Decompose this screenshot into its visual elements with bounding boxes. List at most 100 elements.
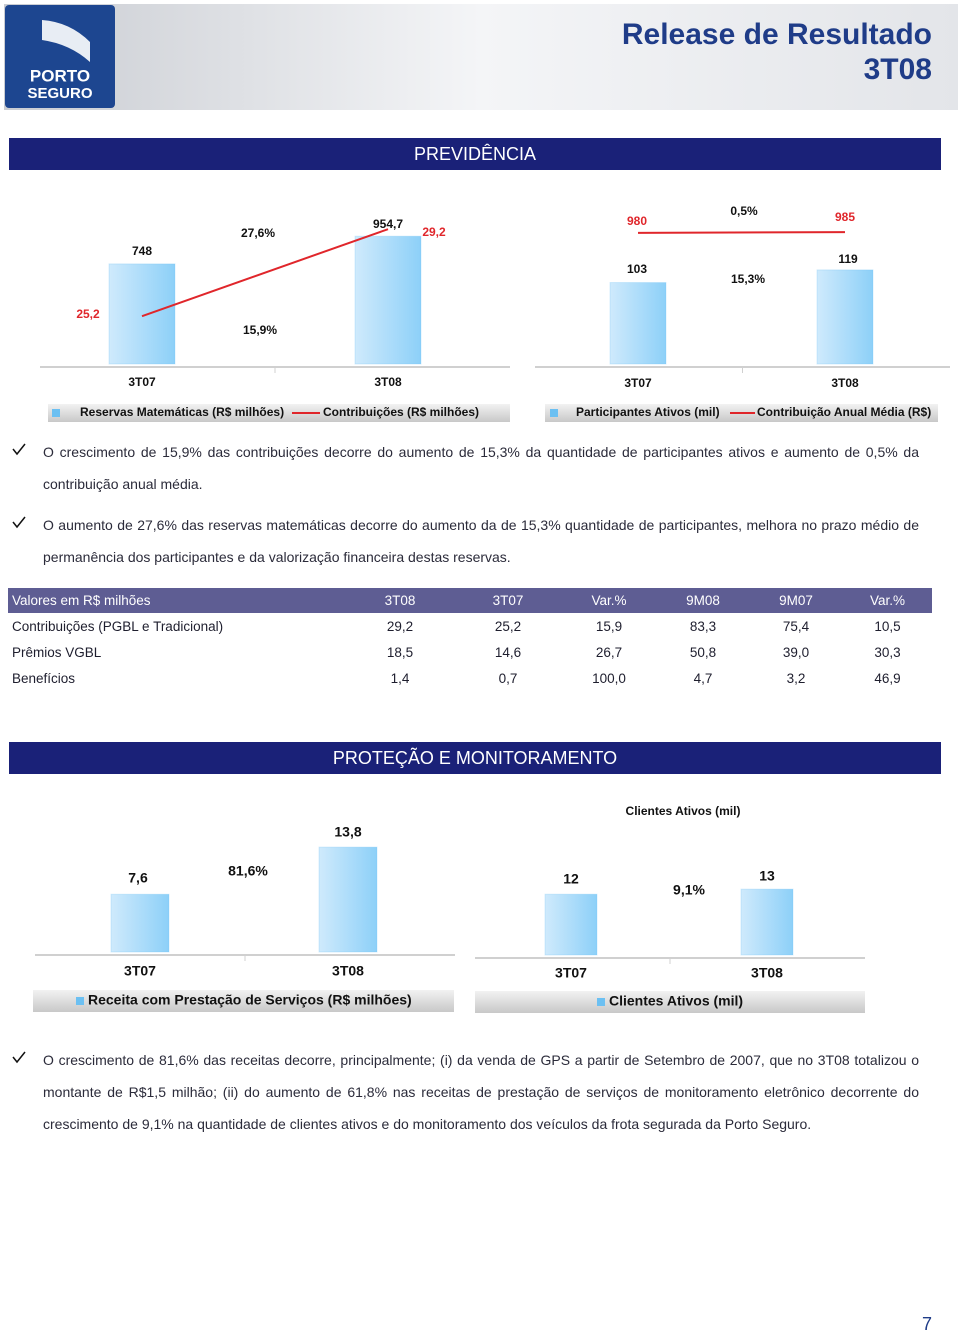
data-label: 0,5%	[730, 204, 758, 218]
bar	[544, 893, 598, 956]
check-icon	[12, 1051, 26, 1064]
line-series	[141, 228, 389, 318]
data-label: 13,8	[334, 824, 361, 840]
check-icon	[12, 443, 26, 456]
data-label: 81,6%	[228, 863, 268, 879]
bullet-text: O crescimento de 81,6% das receitas deco…	[43, 1052, 919, 1132]
x-tick-label: 3T08	[374, 375, 402, 389]
table-cell: 50,8	[689, 644, 717, 660]
x-tick-label: 3T07	[624, 376, 652, 390]
table-cell: Contribuições (PGBL e Tradicional)	[12, 618, 224, 634]
data-label: 27,6%	[241, 226, 275, 240]
table-cell: 29,2	[386, 618, 414, 634]
data-label: 119	[838, 252, 858, 266]
table-cell: 15,9	[595, 618, 623, 634]
header-band	[4, 4, 958, 110]
bullet-text: O aumento de 27,6% das reservas matemáti…	[43, 517, 919, 565]
table-cell: 1,4	[390, 670, 410, 686]
data-label: 15,9%	[243, 323, 277, 337]
legend-label: Receita com Prestação de Serviços (R$ mi…	[88, 992, 412, 1008]
legend-label: Contribuições (R$ milhões)	[323, 405, 479, 419]
x-tick-label: 3T07	[128, 375, 156, 389]
bar	[318, 846, 378, 953]
bullet-text: O crescimento de 15,9% das contribuições…	[43, 444, 919, 492]
title: 3T08	[863, 53, 932, 86]
logo-sail	[42, 20, 90, 62]
data-label: 29,2	[422, 225, 446, 239]
title: Release de Resultado	[621, 18, 932, 51]
legend-swatch	[76, 997, 84, 1005]
table-cell: 46,9	[874, 670, 901, 686]
data-label: 103	[627, 262, 647, 276]
table-cell: 26,7	[595, 644, 623, 660]
bar	[110, 893, 170, 953]
legend-label: Reservas Matemáticas (R$ milhões)	[80, 405, 284, 419]
data-label: 7,6	[128, 870, 148, 886]
table-cell: 4,7	[693, 670, 713, 686]
data-label: 954,7	[373, 217, 403, 231]
table-row: Valores em R$ milhões 3T08 3T07 Var.% 9M08 9M…	[8, 588, 932, 613]
bar	[740, 888, 794, 956]
bar	[354, 235, 422, 365]
data-table: Valores em R$ milhões 3T08 3T07 Var.% 9M08 9M…	[8, 588, 932, 691]
table-cell: 83,3	[689, 618, 717, 634]
x-tick-label: 3T08	[831, 376, 859, 390]
table-header-cell: 3T08	[345, 588, 455, 613]
bar	[108, 263, 176, 365]
legend-label: Clientes Ativos (mil)	[609, 993, 743, 1009]
table-row: Prêmios VGBL 18,5 14,6 26,7 50,8 39,0 30,3	[8, 639, 932, 665]
legend-box	[475, 991, 865, 1013]
x-tick-label: 3T08	[332, 963, 364, 979]
data-label: 980	[627, 214, 647, 228]
table-cell: 39,0	[782, 644, 810, 660]
data-label: 748	[132, 244, 152, 258]
page-number: 7	[921, 1314, 932, 1334]
section-band: PREVIDÊNCIA	[9, 138, 941, 170]
table-row: Contribuições (PGBL e Tradicional) 29,2 25…	[8, 613, 932, 639]
bar	[609, 282, 667, 365]
table-cell: 30,3	[874, 644, 901, 660]
data-label: 985	[835, 210, 855, 224]
legend-box	[48, 404, 510, 422]
table-cell: 75,4	[782, 618, 810, 634]
line-series	[637, 231, 846, 234]
legend-label: Participantes Ativos (mil)	[576, 405, 720, 419]
table-row: Benefícios 1,4 0,7 100,0 4,7 3,2 46,9	[8, 665, 932, 691]
table-cell: 0,7	[498, 670, 518, 686]
table-header-cell: 9M07	[749, 588, 843, 613]
legend-swatch	[550, 409, 558, 417]
legend-label: Contribuição Anual Média (R$)	[757, 405, 931, 419]
data-label: 13	[759, 868, 775, 884]
table-cell: 25,2	[494, 618, 522, 634]
legend-swatch	[52, 409, 60, 417]
table-cell: 14,6	[494, 644, 522, 660]
x-tick-label: 3T08	[751, 965, 783, 981]
legend-box	[33, 990, 454, 1012]
logo-text: PORTO	[30, 66, 90, 85]
data-label: 12	[563, 871, 579, 887]
check-icons	[12, 443, 26, 1064]
table-header-cell: Var.%	[843, 588, 932, 613]
table-cell: 100,0	[592, 670, 626, 686]
x-tick-label: 3T07	[555, 965, 587, 981]
logo-block	[5, 5, 115, 108]
table-cell: 10,5	[874, 618, 901, 634]
legend-swatch	[597, 998, 605, 1006]
bar	[816, 269, 874, 365]
table-cell: Prêmios VGBL	[12, 644, 102, 660]
data-label: 9,1%	[673, 882, 705, 898]
data-label: 15,3%	[731, 272, 765, 286]
table-header-cell: 9M08	[657, 588, 749, 613]
table-cell: Benefícios	[12, 670, 76, 686]
table-header-cell: 3T07	[455, 588, 561, 613]
x-tick-label: 3T07	[124, 963, 156, 979]
table-cell: 18,5	[386, 644, 414, 660]
table-cell: 3,2	[786, 670, 806, 686]
check-icon	[12, 516, 26, 529]
section-band: PROTEÇÃO E MONITORAMENTO	[9, 742, 941, 774]
table-header-cell: Valores em R$ milhões	[8, 588, 345, 613]
chart-title: Clientes Ativos (mil)	[626, 804, 741, 818]
table-header-cell: Var.%	[561, 588, 657, 613]
